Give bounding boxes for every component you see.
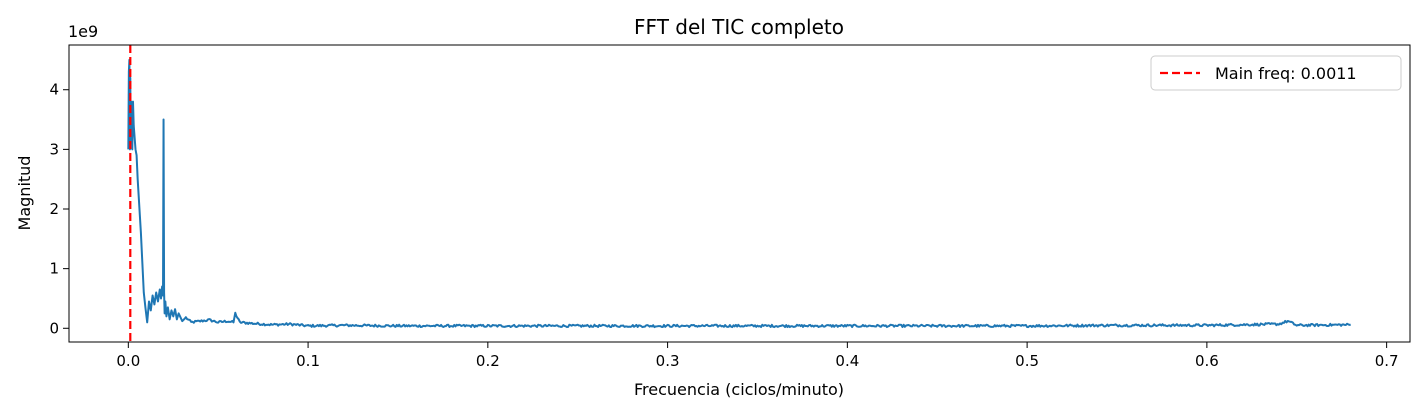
fft-magnitude-line — [127, 58, 1351, 329]
y-tick-label: 2 — [49, 200, 59, 218]
y-axis-label: Magnitud — [15, 156, 34, 231]
legend-label-main-freq: Main freq: 0.0011 — [1215, 64, 1357, 83]
x-axis: 0.0 0.1 0.2 0.3 0.4 0.5 0.6 0.7 — [116, 342, 1399, 370]
x-tick-label: 0.3 — [656, 352, 680, 370]
axes-frame — [68, 44, 1411, 343]
y-tick-label: 4 — [49, 81, 59, 99]
chart-title: FFT del TIC completo — [634, 15, 844, 39]
x-tick-label: 0.4 — [835, 352, 859, 370]
x-tick-label: 0.7 — [1375, 352, 1399, 370]
plot-area — [127, 45, 1351, 342]
x-tick-label: 0.0 — [116, 352, 140, 370]
x-tick-label: 0.6 — [1195, 352, 1219, 370]
x-tick-label: 0.5 — [1015, 352, 1039, 370]
legend: Main freq: 0.0011 — [1150, 55, 1402, 91]
y-tick-label: 0 — [49, 319, 59, 337]
y-axis: 0 1 2 3 4 — [49, 81, 69, 337]
y-tick-label: 3 — [49, 140, 59, 158]
x-tick-label: 0.2 — [476, 352, 500, 370]
y-scale-label: 1e9 — [68, 22, 98, 41]
x-axis-label: Frecuencia (ciclos/minuto) — [634, 380, 844, 399]
y-tick-label: 1 — [49, 260, 59, 278]
legend-box — [1150, 55, 1402, 91]
x-tick-label: 0.1 — [296, 352, 320, 370]
